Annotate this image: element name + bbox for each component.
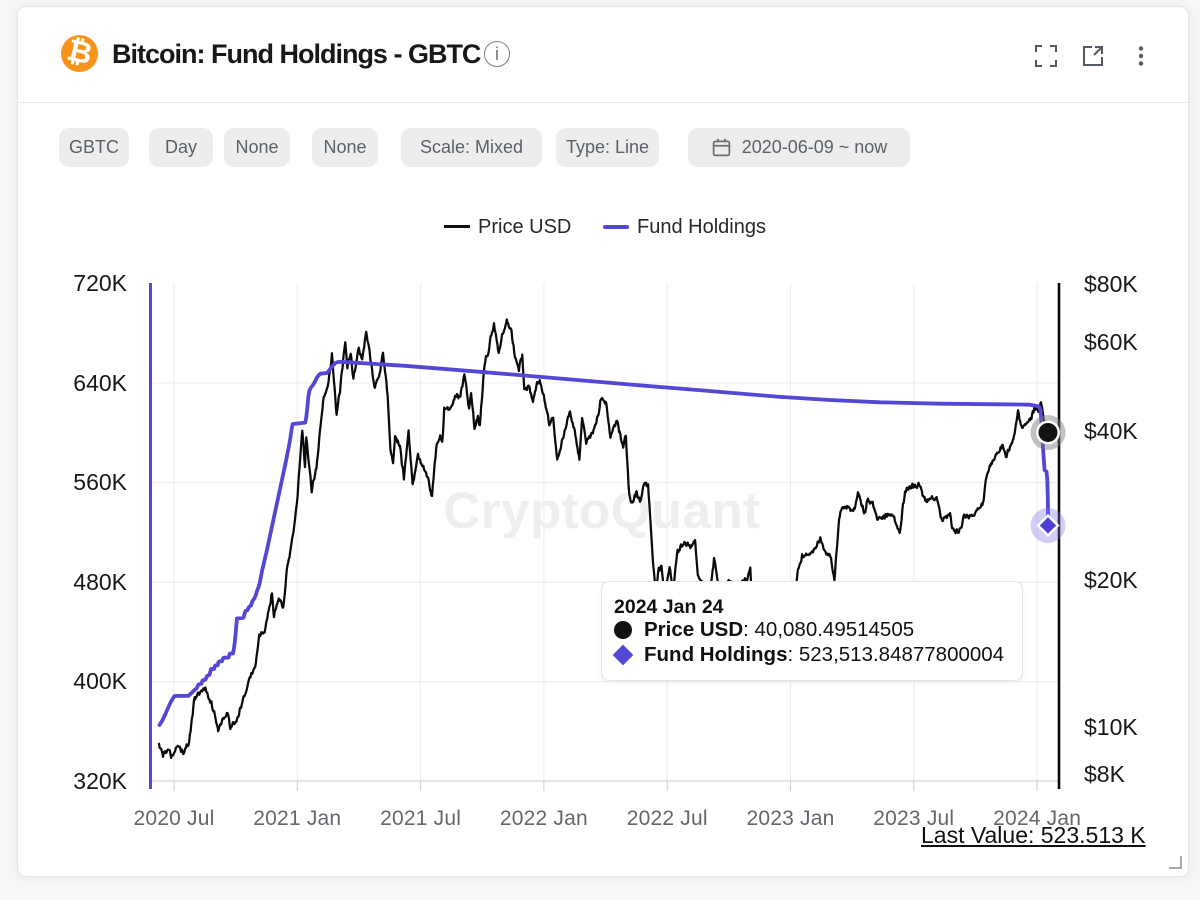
svg-text:CryptoQuant: CryptoQuant — [443, 482, 760, 539]
